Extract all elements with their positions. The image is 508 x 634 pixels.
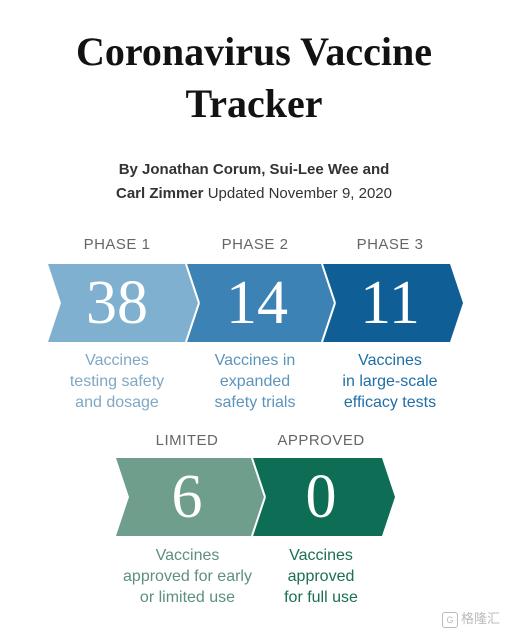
watermark-logo-icon: G: [441, 612, 458, 628]
title-line-2: Tracker: [185, 81, 323, 126]
phase-2-description: Vaccines in expanded safety trials: [214, 352, 296, 411]
phase-1-count: 38: [86, 269, 148, 337]
watermark: G 格隆汇: [441, 608, 500, 628]
limited-label: LIMITED: [155, 432, 219, 449]
updated-date: Updated November 9, 2020: [207, 185, 392, 202]
byline-authors-line-2: Carl Zimmer: [115, 185, 204, 202]
limited-count: 6: [171, 463, 203, 531]
limited-arrow: [116, 458, 265, 536]
phase-3-description: Vaccines in large-scale efficacy tests: [342, 352, 438, 411]
limited-description: Vaccines approved for early or limited use: [123, 547, 252, 606]
phase-3-arrow: [322, 264, 463, 342]
phase-2-label: PHASE 2: [221, 236, 289, 253]
byline: By Jonathan Corum, Sui-Lee Wee and Carl …: [0, 158, 508, 206]
phase-2-arrow: [186, 264, 335, 342]
byline-authors-line-1: By Jonathan Corum, Sui-Lee Wee and: [118, 161, 390, 178]
approved-arrow: [252, 458, 395, 536]
approved-count: 0: [305, 463, 337, 531]
phase-1-label: PHASE 1: [83, 236, 151, 253]
approved-description: Vaccines approved for full use: [284, 547, 358, 606]
phase-3-count: 11: [360, 269, 420, 337]
phase-2-count: 14: [226, 269, 288, 337]
approved-label: APPROVED: [277, 432, 365, 449]
title-line-1: Coronavirus Vaccine: [76, 29, 432, 74]
phase-3-label: PHASE 3: [356, 236, 424, 253]
phase-1-arrow: [48, 264, 199, 342]
page-title: Coronavirus Vaccine Tracker: [0, 26, 508, 130]
phase-1-description: Vaccines testing safety and dosage: [69, 352, 165, 411]
